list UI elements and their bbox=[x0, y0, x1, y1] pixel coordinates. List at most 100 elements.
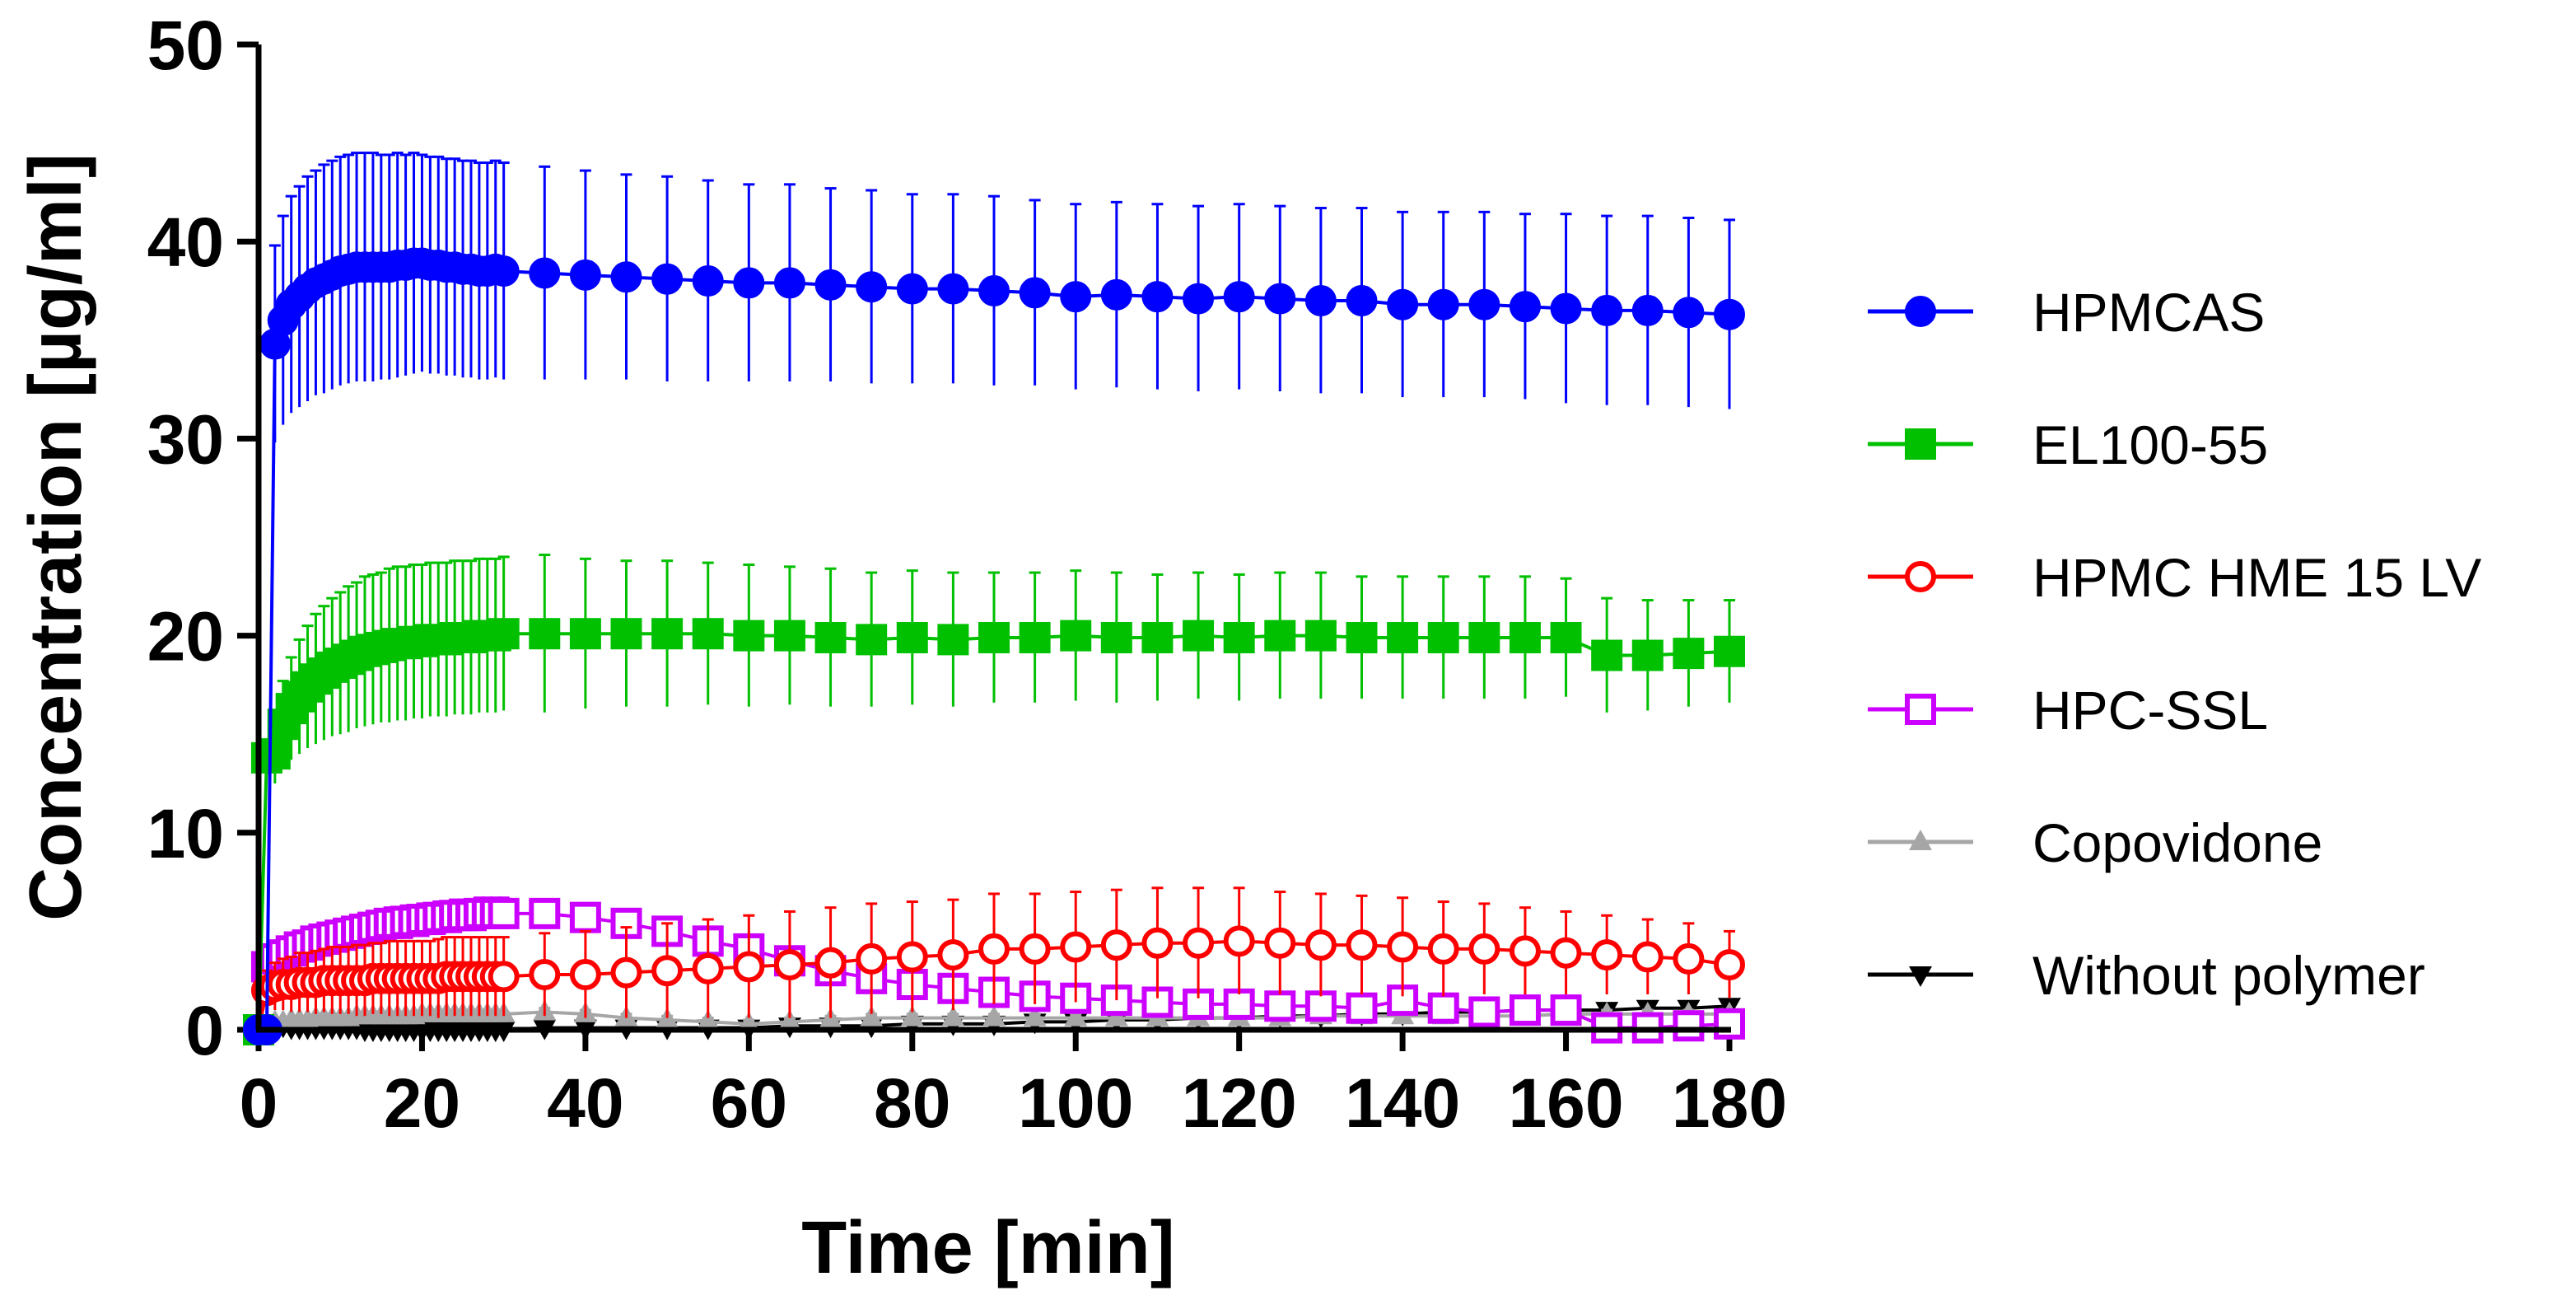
data-point bbox=[1468, 288, 1500, 320]
x-tick-label: 180 bbox=[1672, 1064, 1787, 1142]
data-point bbox=[569, 259, 601, 291]
data-point bbox=[982, 1005, 1006, 1026]
series-hpmc-hme-15-lv bbox=[243, 886, 1745, 1045]
data-point bbox=[1141, 621, 1174, 653]
data-point bbox=[1100, 621, 1132, 653]
data-point bbox=[1346, 621, 1378, 653]
data-point bbox=[733, 951, 765, 983]
x-tick-label: 160 bbox=[1508, 1064, 1623, 1142]
data-point bbox=[1714, 949, 1745, 981]
data-point bbox=[569, 618, 601, 650]
data-point bbox=[488, 897, 520, 929]
legend-marker bbox=[1905, 561, 1936, 592]
data-point bbox=[569, 959, 601, 991]
data-point bbox=[1387, 288, 1419, 320]
data-point bbox=[1468, 933, 1500, 965]
data-point bbox=[1223, 281, 1255, 313]
legend-item-without-polymer: Without polymer bbox=[1868, 945, 2425, 1006]
legend-marker bbox=[1905, 296, 1936, 327]
y-tick-label: 40 bbox=[147, 203, 224, 281]
data-point bbox=[900, 1005, 924, 1026]
data-point bbox=[610, 618, 642, 650]
y-axis-ticks: 0 10 20 30 40 50 bbox=[147, 7, 259, 1069]
legend-label: HPMC HME 15 LV bbox=[2032, 547, 2481, 608]
axes bbox=[255, 44, 1731, 1033]
data-point bbox=[1223, 621, 1255, 653]
legend-marker bbox=[1909, 966, 1932, 987]
data-point bbox=[1591, 294, 1623, 326]
legend-item-hpmcas: HPMCAS bbox=[1868, 282, 2265, 343]
data-point bbox=[1064, 1005, 1088, 1026]
data-point bbox=[488, 961, 520, 993]
data-point bbox=[1509, 994, 1541, 1026]
data-point bbox=[1673, 942, 1705, 975]
data-point bbox=[610, 261, 642, 293]
series-layer bbox=[243, 152, 1745, 1045]
data-point bbox=[1468, 996, 1500, 1028]
data-point bbox=[1714, 635, 1745, 667]
data-point bbox=[1468, 621, 1500, 653]
data-point bbox=[1631, 294, 1664, 326]
legend-label: HPMCAS bbox=[2032, 282, 2265, 343]
x-tick-label: 20 bbox=[384, 1064, 460, 1142]
legend: HPMCAS EL100-55 HPMC HME 15 LV HPC-SSL Copov… bbox=[1868, 282, 2481, 1006]
data-point bbox=[1509, 935, 1541, 967]
data-point bbox=[1304, 620, 1337, 652]
data-point bbox=[896, 621, 928, 653]
data-point bbox=[529, 257, 561, 289]
data-point bbox=[1387, 621, 1419, 653]
data-point bbox=[1019, 933, 1051, 965]
data-point bbox=[773, 620, 805, 652]
y-tick-label: 50 bbox=[147, 7, 224, 84]
data-point bbox=[488, 255, 520, 288]
data-point bbox=[978, 275, 1010, 306]
legend-item-hpc-ssl: HPC-SSL bbox=[1868, 680, 2268, 741]
y-tick-label: 30 bbox=[147, 400, 224, 478]
y-axis-title: Concentration [µg/ml] bbox=[15, 153, 97, 921]
data-point bbox=[1673, 297, 1705, 329]
data-point bbox=[651, 618, 684, 650]
data-point bbox=[651, 955, 684, 987]
y-tick-label: 20 bbox=[147, 598, 224, 676]
data-point bbox=[1346, 929, 1378, 961]
data-point bbox=[529, 897, 561, 929]
data-point bbox=[1550, 937, 1582, 969]
data-point bbox=[773, 949, 805, 981]
legend-label: Without polymer bbox=[2032, 945, 2425, 1006]
data-point bbox=[814, 269, 847, 301]
data-point bbox=[1427, 992, 1459, 1024]
legend-label: HPC-SSL bbox=[2032, 680, 2268, 741]
data-point bbox=[937, 624, 969, 656]
data-point bbox=[1346, 992, 1378, 1024]
data-point bbox=[777, 1009, 801, 1031]
data-point bbox=[692, 952, 724, 984]
data-point bbox=[1714, 298, 1745, 330]
data-point bbox=[1223, 925, 1255, 957]
y-tick-label: 10 bbox=[147, 795, 224, 872]
data-point bbox=[692, 618, 724, 650]
data-point bbox=[692, 265, 724, 297]
legend-marker bbox=[1909, 830, 1932, 850]
data-point bbox=[941, 1005, 965, 1026]
data-point bbox=[1591, 939, 1623, 971]
data-point bbox=[1060, 620, 1092, 652]
data-point bbox=[1264, 990, 1296, 1022]
data-point bbox=[856, 942, 888, 975]
data-point bbox=[1714, 1008, 1745, 1040]
data-point bbox=[856, 271, 888, 303]
data-point bbox=[1183, 283, 1215, 315]
data-point bbox=[1304, 284, 1337, 316]
data-point bbox=[1264, 927, 1296, 959]
x-tick-label: 120 bbox=[1182, 1064, 1297, 1142]
legend-label: Copovidone bbox=[2032, 812, 2322, 873]
x-axis-ticks: 0 20 40 60 80 100 120 140 160 180 bbox=[240, 1030, 1787, 1142]
data-point bbox=[1223, 988, 1255, 1020]
legend-marker bbox=[1905, 694, 1936, 725]
data-point bbox=[259, 738, 291, 770]
data-point bbox=[696, 1009, 720, 1031]
data-point bbox=[896, 941, 928, 973]
data-point bbox=[937, 939, 969, 971]
data-point bbox=[1550, 621, 1582, 653]
data-point bbox=[937, 273, 969, 305]
